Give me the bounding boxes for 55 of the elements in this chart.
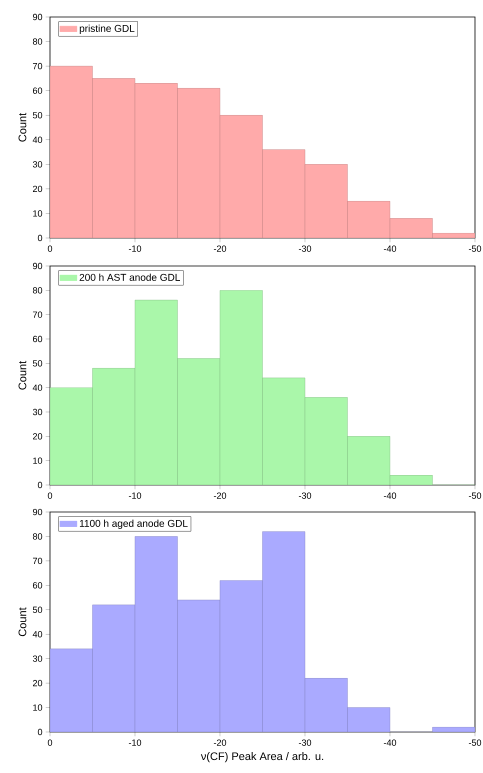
- x-tick-label: -40: [384, 739, 396, 746]
- y-tick-label: 40: [32, 384, 42, 391]
- y-tick-label: 80: [32, 533, 42, 540]
- x-tick-label: -40: [384, 245, 396, 252]
- y-tick-label: 0: [38, 728, 42, 736]
- y-tick-label: 60: [32, 336, 42, 342]
- y-tick-label: 70: [32, 62, 42, 70]
- y-tick-label: 10: [33, 210, 42, 217]
- y-tick-label: 30: [32, 408, 42, 416]
- y-axis-title: Count: [18, 112, 26, 142]
- x-tick-label: -50: [468, 245, 482, 252]
- x-tick-label: 0: [48, 492, 52, 499]
- y-tick-label: 50: [32, 360, 42, 367]
- y-tick-label: 10: [33, 457, 42, 464]
- y-tick-label: 70: [32, 311, 42, 318]
- y-tick-label: 0: [38, 234, 42, 242]
- y-tick-label: 30: [32, 161, 42, 168]
- y-tick-label: 80: [32, 38, 42, 45]
- y-tick-label: 90: [32, 262, 42, 270]
- y-axis-title: Count: [18, 607, 26, 636]
- y-tick-label: 60: [32, 582, 42, 589]
- x-tick-label: -20: [214, 245, 226, 252]
- y-tick-label: 40: [32, 136, 42, 143]
- x-tick-label: -20: [214, 739, 226, 746]
- x-axis-title: ν(CF) Peak Area / arb. u.: [200, 752, 324, 762]
- y-tick-label: 20: [32, 680, 42, 686]
- y-tick-label: 10: [33, 704, 42, 711]
- y-tick-label: 20: [32, 433, 42, 440]
- x-tick-label: -20: [214, 492, 226, 499]
- x-tick-label: -50: [468, 492, 482, 499]
- legend-label: 200 h AST anode GDL: [80, 274, 180, 281]
- y-tick-label: 90: [32, 14, 42, 20]
- x-tick-label: -30: [298, 245, 312, 252]
- y-tick-label: 30: [32, 655, 42, 662]
- legend-label: pristine GDL: [80, 24, 134, 34]
- x-tick-label: -10: [128, 245, 142, 252]
- y-tick-label: 0: [38, 482, 42, 488]
- x-tick-label: -30: [298, 739, 312, 746]
- y-tick-label: 90: [32, 508, 42, 516]
- y-tick-label: 70: [32, 558, 42, 564]
- x-tick-label: 0: [48, 739, 52, 746]
- x-tick-label: -30: [298, 492, 312, 499]
- y-tick-label: 60: [32, 87, 42, 94]
- x-tick-label: -50: [468, 739, 482, 746]
- y-axis-title: Count: [18, 360, 26, 390]
- y-tick-label: 40: [32, 631, 42, 638]
- x-tick-label: 0: [48, 245, 52, 252]
- x-tick-label: -10: [128, 739, 142, 746]
- x-tick-label: -40: [384, 492, 396, 499]
- legend-label: 1100 h aged anode GDL: [80, 520, 188, 529]
- y-tick-label: 80: [32, 287, 42, 294]
- y-tick-label: 50: [32, 112, 42, 118]
- y-tick-label: 50: [32, 606, 42, 613]
- y-tick-label: 20: [32, 186, 42, 192]
- x-tick-label: -10: [128, 492, 142, 499]
